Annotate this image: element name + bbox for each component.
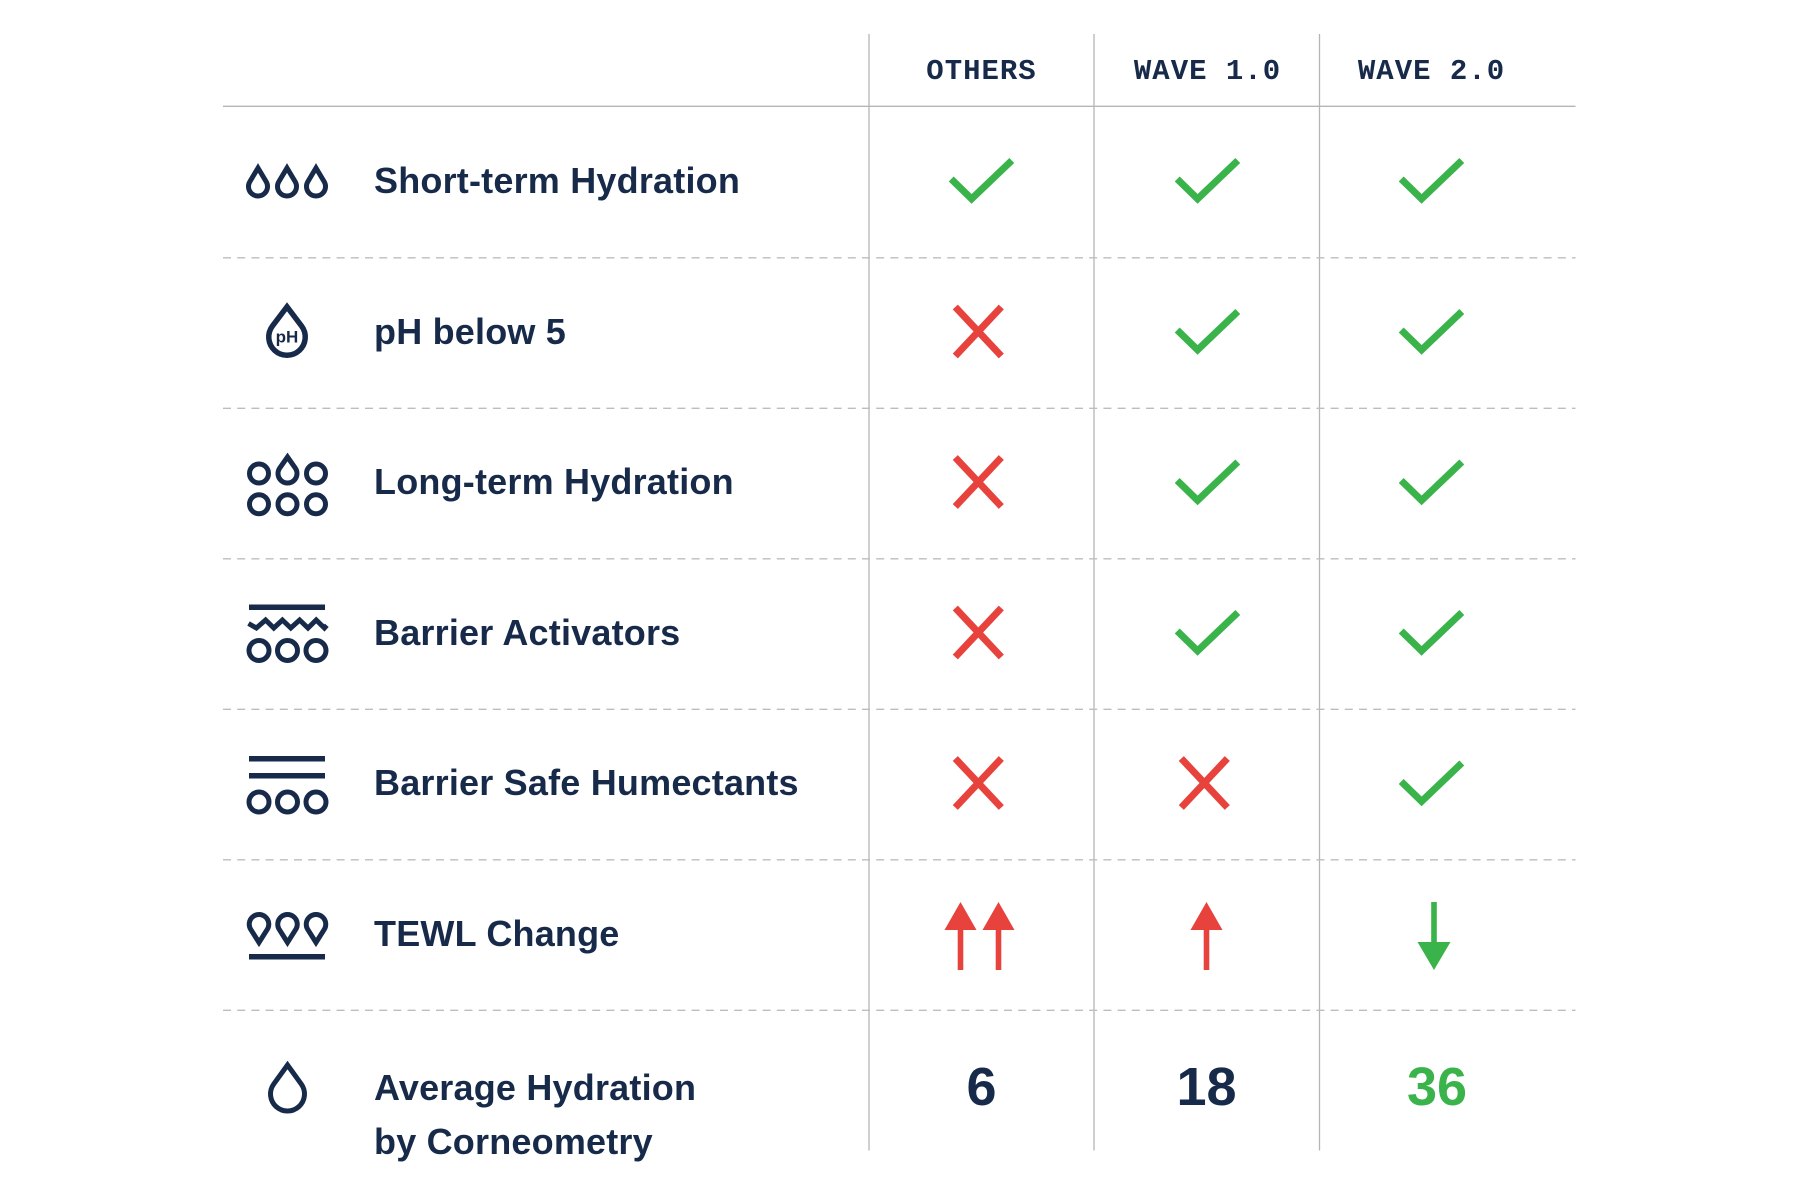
svg-text:pH: pH — [276, 328, 299, 347]
